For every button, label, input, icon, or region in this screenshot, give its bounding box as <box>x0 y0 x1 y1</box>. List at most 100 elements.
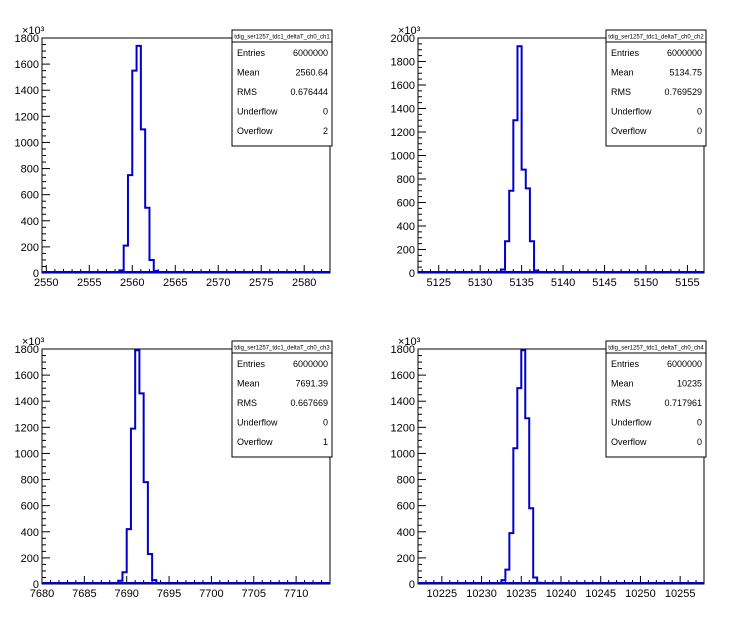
x-tick-label: 2580 <box>292 277 316 289</box>
y-tick-label: 600 <box>21 190 39 202</box>
x-tick-label: 5130 <box>468 277 492 289</box>
x-tick-label: 5125 <box>426 277 450 289</box>
stats-value: 2560.64 <box>295 68 328 78</box>
stats-label: Underflow <box>611 418 652 428</box>
stats-value: 0 <box>697 437 702 447</box>
stats-label: Mean <box>237 68 260 78</box>
stats-value: 0.667669 <box>290 398 328 408</box>
stats-label: Underflow <box>611 107 652 117</box>
histogram-outline <box>117 349 158 584</box>
stats-value: 0 <box>697 126 702 136</box>
y-exponent-label: ×10³ <box>22 336 45 348</box>
y-tick-label: 1800 <box>15 33 39 45</box>
x-tick-label: 10255 <box>665 588 696 600</box>
y-tick-label: 1600 <box>391 370 415 382</box>
y-tick-label: 800 <box>397 475 415 487</box>
y-tick-label: 0 <box>409 268 415 280</box>
stats-label: Overflow <box>237 126 273 136</box>
stats-label: Underflow <box>237 107 278 117</box>
x-tick-label: 2575 <box>249 277 273 289</box>
stats-label: Underflow <box>237 418 278 428</box>
stats-box <box>605 29 707 147</box>
stats-label: RMS <box>611 87 631 97</box>
stats-value: 0.676444 <box>290 87 328 97</box>
y-tick-label: 1400 <box>15 85 39 97</box>
y-tick-label: 600 <box>397 501 415 513</box>
y-tick-label: 0 <box>409 579 415 591</box>
stats-value: 6000000 <box>293 359 328 369</box>
x-tick-label: 2560 <box>120 277 144 289</box>
stats-label: Entries <box>237 48 266 58</box>
x-tick-label: 7710 <box>284 588 308 600</box>
x-tick-label: 10245 <box>585 588 616 600</box>
x-tick-label: 2555 <box>77 277 101 289</box>
x-tick-label: 7705 <box>242 588 266 600</box>
x-tick-label: 7690 <box>114 588 138 600</box>
stats-label: RMS <box>237 398 257 408</box>
histogram-outline <box>118 44 160 273</box>
y-tick-label: 1200 <box>15 111 39 123</box>
histogram-panel: 7680 7685 7690 7695 7700 7705 7710 0 200 400 600 80… <box>15 336 333 600</box>
y-exponent-label: ×10³ <box>398 336 421 348</box>
stats-value: 0 <box>697 107 702 117</box>
y-exponent-label: ×10³ <box>398 25 421 37</box>
y-tick-label: 1600 <box>391 80 415 92</box>
stats-box <box>231 29 333 147</box>
y-tick-label: 1600 <box>15 370 39 382</box>
stats-value: 10235 <box>677 379 702 389</box>
x-tick-label: 5145 <box>592 277 616 289</box>
y-tick-label: 1400 <box>391 104 415 116</box>
y-tick-label: 800 <box>21 164 39 176</box>
stats-label: Mean <box>611 68 634 78</box>
stats-value: 2 <box>323 126 328 136</box>
x-tick-label: 2570 <box>206 277 230 289</box>
y-tick-label: 600 <box>21 501 39 513</box>
y-tick-label: 1200 <box>15 422 39 434</box>
histogram-panel: 10225 10230 10235 10240 10245 10250 10255 0 200 4… <box>391 336 707 600</box>
x-tick-label: 10240 <box>546 588 577 600</box>
y-tick-label: 200 <box>21 553 39 565</box>
stats-value: 6000000 <box>293 48 328 58</box>
x-tick-label: 10230 <box>466 588 497 600</box>
stats-label: Entries <box>611 359 640 369</box>
stats-value: 0.769529 <box>664 87 702 97</box>
y-tick-label: 200 <box>397 553 415 565</box>
stats-label: Overflow <box>611 126 647 136</box>
stats-label: Mean <box>611 379 634 389</box>
stats-label: Entries <box>611 48 640 58</box>
stats-value: 6000000 <box>667 48 702 58</box>
x-tick-label: 5155 <box>675 277 699 289</box>
stats-label: Mean <box>237 379 260 389</box>
histogram-outline <box>500 349 543 584</box>
histogram-outline <box>499 45 540 273</box>
x-tick-label: 7685 <box>72 588 96 600</box>
x-tick-label: 10235 <box>506 588 537 600</box>
y-tick-label: 400 <box>397 221 415 233</box>
y-tick-label: 1400 <box>15 396 39 408</box>
y-tick-label: 200 <box>21 242 39 254</box>
x-tick-label: 5150 <box>634 277 658 289</box>
stats-value: 0 <box>323 107 328 117</box>
y-tick-label: 1000 <box>15 448 39 460</box>
y-exponent-label: ×10³ <box>22 25 45 37</box>
stats-title: tdig_ser1257_tdc1_deltaT_ch0_ch1 <box>234 35 330 41</box>
histogram-panel: 5125 5130 5135 5140 5145 5150 5155 0 200 400 600 80… <box>391 25 707 289</box>
x-tick-label: 7695 <box>157 588 181 600</box>
y-tick-label: 1000 <box>391 151 415 163</box>
stats-label: Entries <box>237 359 266 369</box>
stats-label: RMS <box>611 398 631 408</box>
x-tick-label: 10250 <box>625 588 656 600</box>
y-tick-label: 600 <box>397 198 415 210</box>
stats-title: tdig_ser1257_tdc1_deltaT_ch0_ch2 <box>608 35 704 41</box>
y-tick-label: 800 <box>21 475 39 487</box>
stats-value: 0 <box>323 418 328 428</box>
stats-box <box>605 340 707 458</box>
stats-value: 5134.75 <box>669 68 702 78</box>
y-tick-label: 800 <box>397 174 415 186</box>
x-tick-label: 5140 <box>551 277 575 289</box>
x-tick-label: 2550 <box>34 277 58 289</box>
x-tick-label: 7700 <box>199 588 223 600</box>
stats-value: 0.717961 <box>664 398 702 408</box>
histogram-panel: 2550 2555 2560 2565 2570 2575 2580 0 200 400 600 80… <box>15 25 333 289</box>
